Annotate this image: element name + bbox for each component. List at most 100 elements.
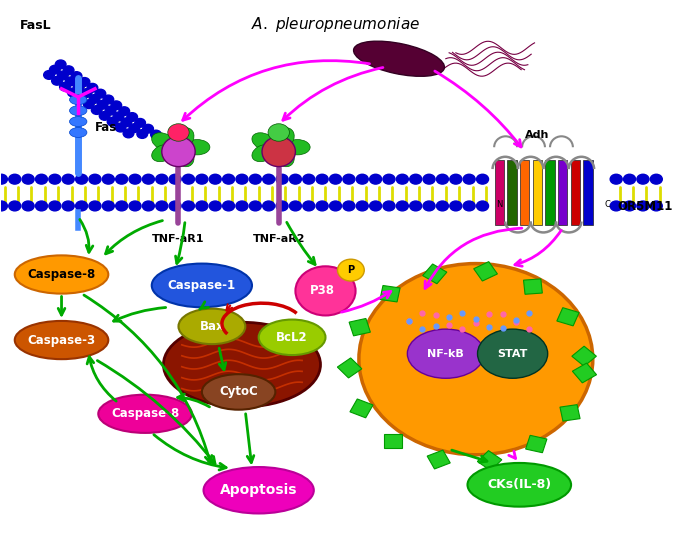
Circle shape [397,174,408,184]
Text: CytoC: CytoC [219,385,258,399]
Circle shape [60,82,71,91]
Circle shape [142,201,154,211]
Circle shape [182,201,195,211]
Circle shape [0,201,8,211]
Circle shape [329,174,342,184]
Circle shape [249,201,262,211]
Bar [573,363,597,383]
Text: P: P [347,265,354,275]
Circle shape [236,201,248,211]
Circle shape [89,201,101,211]
Circle shape [343,201,355,211]
Text: Apoptosis: Apoptosis [220,483,297,497]
Circle shape [610,174,622,184]
Circle shape [637,201,649,211]
Ellipse shape [15,321,108,359]
Bar [571,160,580,225]
Circle shape [105,107,116,115]
Text: TNF-aR1: TNF-aR1 [152,233,205,244]
Circle shape [276,201,288,211]
Circle shape [44,71,54,79]
Circle shape [102,174,114,184]
Text: BcL2: BcL2 [276,331,308,344]
Circle shape [108,117,118,126]
Circle shape [169,174,181,184]
Ellipse shape [151,133,175,150]
Circle shape [436,201,449,211]
Circle shape [463,201,475,211]
Text: Caspase-3: Caspase-3 [27,334,96,346]
Circle shape [196,174,208,184]
Text: C: C [604,200,610,209]
Circle shape [303,174,315,184]
Circle shape [370,201,382,211]
Circle shape [111,101,122,110]
Ellipse shape [275,128,295,148]
Circle shape [84,100,94,109]
Circle shape [423,174,435,184]
Bar [349,318,371,336]
Ellipse shape [70,127,87,137]
Ellipse shape [70,95,87,105]
Bar [427,450,450,469]
Circle shape [436,174,449,184]
Circle shape [450,174,462,184]
Bar [560,405,580,421]
Ellipse shape [259,320,325,355]
Bar [533,160,542,225]
Text: Fas: Fas [95,121,117,133]
Ellipse shape [203,467,314,513]
Ellipse shape [408,329,484,378]
Circle shape [142,124,153,133]
Bar [350,399,373,418]
Circle shape [155,174,168,184]
Bar [474,262,497,281]
Ellipse shape [98,395,192,433]
Circle shape [383,201,395,211]
Circle shape [91,105,102,114]
Ellipse shape [175,147,194,167]
Circle shape [49,201,61,211]
Circle shape [75,174,88,184]
Circle shape [75,94,86,103]
Bar [477,451,502,470]
Circle shape [71,72,82,81]
Circle shape [151,130,162,139]
Circle shape [58,71,68,80]
Circle shape [51,76,62,85]
Ellipse shape [202,374,275,410]
Circle shape [423,201,435,211]
Circle shape [121,118,132,127]
Circle shape [276,174,288,184]
Bar [525,435,547,453]
Circle shape [137,130,147,138]
Bar [523,279,543,294]
Circle shape [89,174,101,184]
Circle shape [36,174,47,184]
Circle shape [329,201,342,211]
Circle shape [87,83,98,92]
Circle shape [9,201,21,211]
Circle shape [63,66,74,75]
Circle shape [623,174,636,184]
Circle shape [36,201,47,211]
Text: CKs(IL-8): CKs(IL-8) [487,478,551,491]
Bar [380,285,400,302]
Ellipse shape [477,329,548,378]
Circle shape [123,129,134,138]
Circle shape [359,264,593,455]
Ellipse shape [164,322,321,407]
Circle shape [129,201,141,211]
Circle shape [22,201,34,211]
Circle shape [182,174,195,184]
Circle shape [135,119,145,127]
Text: FasL: FasL [20,19,52,32]
Ellipse shape [252,144,275,162]
Circle shape [119,107,129,115]
Text: TNF-aR2: TNF-aR2 [253,233,305,244]
Text: Adh: Adh [525,130,549,140]
Circle shape [209,201,221,211]
Circle shape [303,201,315,211]
Circle shape [650,201,662,211]
Circle shape [79,77,90,86]
